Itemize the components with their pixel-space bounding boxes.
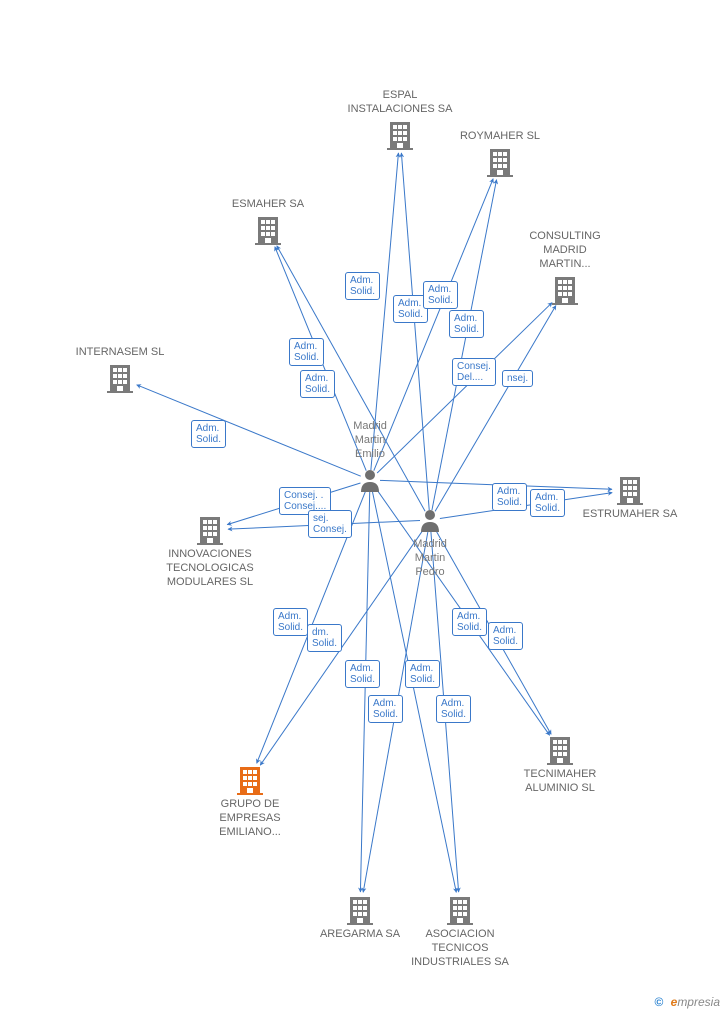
edge-line xyxy=(260,528,424,765)
building-icon[interactable] xyxy=(387,120,413,150)
edge-line xyxy=(227,483,360,525)
building-icon[interactable] xyxy=(547,735,573,765)
edge-line xyxy=(435,529,551,735)
edges-layer xyxy=(0,0,728,1015)
watermark: © empresia xyxy=(654,995,720,1009)
building-icon[interactable] xyxy=(617,475,643,505)
copyright-symbol: © xyxy=(654,995,663,1009)
edge-line xyxy=(380,480,612,489)
brand-rest: mpresia xyxy=(677,995,720,1009)
edge-line xyxy=(432,180,497,511)
building-icon[interactable] xyxy=(255,215,281,245)
edge-line xyxy=(372,490,456,893)
edge-line xyxy=(435,306,556,512)
building-icon[interactable] xyxy=(487,147,513,177)
edge-line xyxy=(257,489,367,763)
building-icon[interactable] xyxy=(107,363,133,393)
edge-line xyxy=(360,490,369,892)
edge-line xyxy=(275,247,366,471)
edge-line xyxy=(377,303,552,473)
edge-line xyxy=(376,488,550,735)
edge-line xyxy=(277,246,425,512)
person-icon[interactable] xyxy=(419,508,441,532)
building-icon[interactable] xyxy=(197,515,223,545)
edge-line xyxy=(374,179,493,471)
edge-line xyxy=(228,520,420,529)
person-icon[interactable] xyxy=(359,468,381,492)
edge-line xyxy=(137,385,361,476)
building-icon[interactable] xyxy=(552,275,578,305)
building-icon[interactable] xyxy=(347,895,373,925)
building-icon[interactable] xyxy=(447,895,473,925)
edge-line xyxy=(440,493,612,519)
building-icon[interactable] xyxy=(237,765,263,795)
edge-line xyxy=(401,153,429,510)
